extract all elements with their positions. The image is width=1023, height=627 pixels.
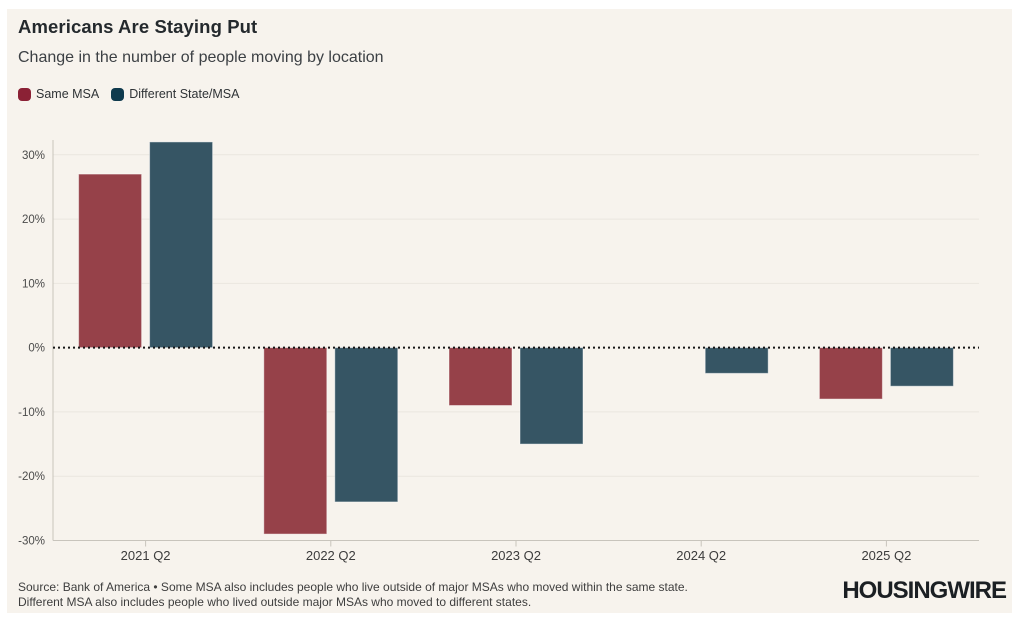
legend-label-different-state-msa: Different State/MSA: [129, 87, 240, 101]
legend: Same MSA Different State/MSA: [18, 87, 239, 101]
legend-label-same-msa: Same MSA: [36, 87, 100, 101]
legend-item-same-msa: Same MSA: [18, 87, 99, 101]
legend-swatch-different-state-msa: [111, 87, 125, 101]
chart-title: Americans Are Staying Put: [18, 16, 258, 37]
chart-subtitle: Change in the number of people moving by…: [18, 49, 384, 66]
source-note: Source: Bank of America • Some MSA also …: [18, 580, 688, 609]
housingwire-logo: HOUSINGWIRE: [842, 577, 1007, 604]
source-line-2: Different MSA also includes people who l…: [18, 594, 532, 609]
legend-item-different-state-msa: Different State/MSA: [111, 87, 239, 101]
source-line-1: Source: Bank of America • Some MSA also …: [18, 580, 688, 594]
legend-swatch-same-msa: [18, 87, 31, 101]
